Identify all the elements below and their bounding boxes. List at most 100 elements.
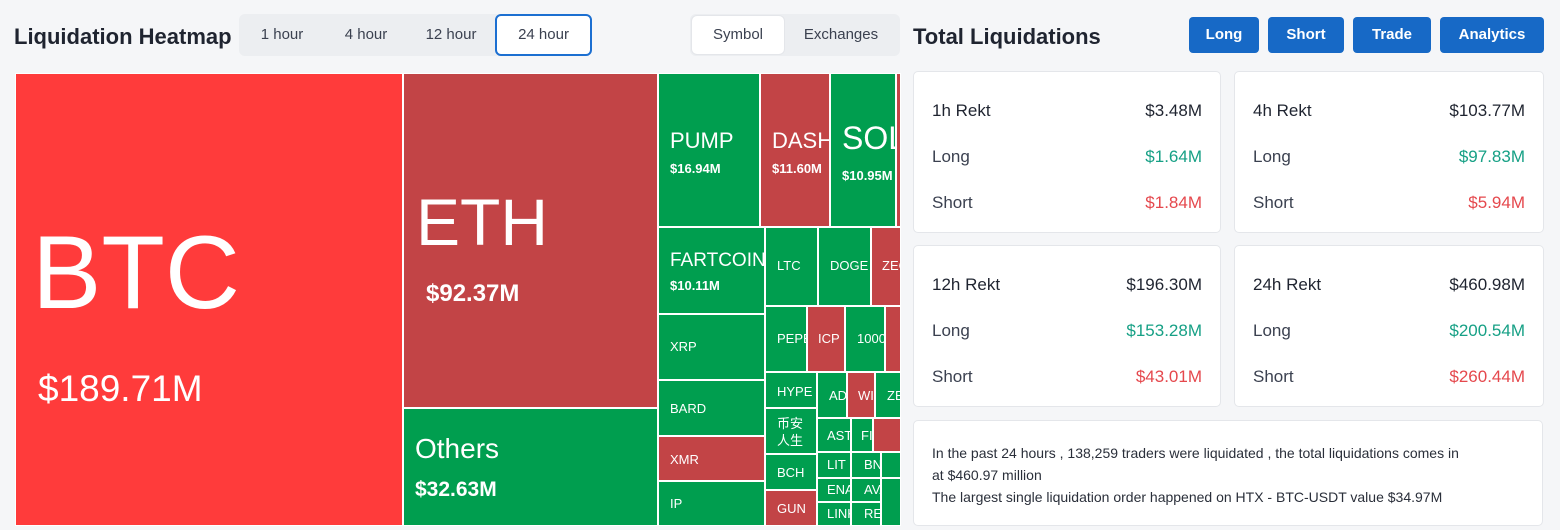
cell-symbol: ADA bbox=[829, 388, 847, 403]
heatmap-cell-ast[interactable]: AST bbox=[817, 418, 851, 452]
cell-symbol: PEPE bbox=[777, 331, 806, 346]
long-value: $153.28M bbox=[1126, 321, 1202, 340]
heatmap-cell-wif[interactable]: WIF bbox=[847, 372, 875, 418]
heatmap-cell-link[interactable]: LINK bbox=[817, 502, 851, 526]
cell-value: $92.37M bbox=[426, 280, 520, 307]
heatmap-cell[interactable] bbox=[885, 306, 901, 372]
cell-symbol: FIL bbox=[861, 428, 873, 443]
cell-symbol: GUN bbox=[777, 501, 806, 516]
cell-symbol: FARTCOIN bbox=[670, 250, 765, 271]
cell-symbol: BARD bbox=[670, 401, 707, 416]
card-total: $196.30M bbox=[1126, 275, 1202, 294]
liquidation-summary: In the past 24 hours , 138,259 traders w… bbox=[913, 420, 1543, 526]
cell-symbol: XMR bbox=[670, 452, 699, 467]
cell-value: $32.63M bbox=[415, 478, 497, 501]
cell-symbol: AST bbox=[827, 428, 851, 443]
heatmap-cell-fartcoin[interactable]: FARTCOIN $10.11M bbox=[658, 227, 765, 314]
heatmap-cell-xrp[interactable]: XRP bbox=[658, 314, 765, 380]
heatmap-cell-zen[interactable]: ZEN bbox=[875, 372, 901, 418]
heatmap-cell-render[interactable]: RENDER bbox=[851, 502, 881, 526]
cell-symbol: ZEN bbox=[887, 388, 900, 403]
short-label: Short bbox=[932, 367, 973, 386]
short-label: Short bbox=[1253, 367, 1294, 386]
heatmap-cell-bch[interactable]: BCH bbox=[765, 454, 817, 490]
tab-12-hour[interactable]: 12 hour bbox=[425, 26, 477, 43]
short-value: $260.44M bbox=[1449, 367, 1525, 386]
heatmap-cell[interactable] bbox=[873, 418, 901, 452]
heatmap-cell-pepe[interactable]: PEPE bbox=[765, 306, 807, 372]
heatmap-cell-sol[interactable]: SOL $10.95M bbox=[830, 73, 896, 227]
heatmap-cell-lit[interactable]: LIT bbox=[817, 452, 851, 478]
heatmap-cell-ena[interactable]: ENA bbox=[817, 478, 851, 502]
heatmap-cell-avax[interactable]: AVAX bbox=[851, 478, 881, 502]
short-value: $1.84M bbox=[1145, 193, 1202, 212]
tab-exchanges[interactable]: Exchanges bbox=[803, 26, 879, 43]
heatmap-cell-ltc[interactable]: LTC bbox=[765, 227, 818, 306]
cell-symbol: LTC bbox=[777, 258, 801, 273]
heatmap-cell-btc[interactable]: BTC $189.71M bbox=[15, 73, 403, 526]
heatmap-cell-dash[interactable]: DASH $11.60M bbox=[760, 73, 830, 227]
heatmap-cell[interactable] bbox=[881, 452, 901, 478]
cell-symbol: ENA bbox=[827, 482, 850, 497]
heatmap-cell-ada[interactable]: ADA bbox=[817, 372, 847, 418]
cell-symbol: LIT bbox=[827, 457, 846, 472]
card-total: $103.77M bbox=[1449, 101, 1525, 120]
long-label: Long bbox=[1253, 147, 1291, 166]
cell-value: $11.60M bbox=[772, 161, 822, 176]
card-label: 12h Rekt bbox=[932, 275, 1001, 294]
rekt-card-1h: 1h Rekt $3.48M Long $1.64M Short $1.84M bbox=[913, 71, 1221, 233]
cell-symbol: AVAX bbox=[864, 482, 880, 497]
heatmap-cell-xmr[interactable]: XMR bbox=[658, 436, 765, 481]
short-value: $5.94M bbox=[1468, 193, 1525, 212]
tab-4-hour[interactable]: 4 hour bbox=[344, 26, 388, 43]
heatmap-cell-pump[interactable]: PUMP $16.94M bbox=[658, 73, 760, 227]
tab-24-hour[interactable]: 24 hour bbox=[495, 14, 592, 56]
heatmap-cell-binance-life[interactable]: 币安人生 bbox=[765, 408, 817, 454]
liquidation-heatmap: BTC $189.71M ETH $92.37M Others $32.63M … bbox=[15, 73, 901, 526]
heatmap-cell[interactable] bbox=[896, 73, 901, 227]
time-range-tabs: 1 hour 4 hour 12 hour 24 hour bbox=[239, 14, 592, 56]
cell-symbol: ZEC bbox=[882, 258, 900, 273]
short-button[interactable]: Short bbox=[1268, 17, 1344, 53]
heatmap-cell-bnb[interactable]: BNB bbox=[851, 452, 881, 478]
rekt-card-24h: 24h Rekt $460.98M Long $200.54M Short $260.… bbox=[1234, 245, 1544, 407]
long-label: Long bbox=[1253, 321, 1291, 340]
heatmap-cell-icp[interactable]: ICP bbox=[807, 306, 845, 372]
cell-symbol: XRP bbox=[670, 339, 697, 354]
cell-value: $189.71M bbox=[38, 368, 203, 409]
trade-button[interactable]: Trade bbox=[1353, 17, 1431, 53]
card-total: $460.98M bbox=[1449, 275, 1525, 294]
cell-value: $16.94M bbox=[670, 161, 721, 176]
cell-symbol: Others bbox=[415, 433, 500, 464]
heatmap-cell-gun[interactable]: GUN bbox=[765, 490, 817, 526]
cell-symbol: DOGE bbox=[830, 258, 869, 273]
tab-1-hour[interactable]: 1 hour bbox=[260, 26, 304, 43]
analytics-button[interactable]: Analytics bbox=[1440, 17, 1544, 53]
heatmap-cell-ip[interactable]: IP bbox=[658, 481, 765, 526]
total-liquidations-title: Total Liquidations bbox=[913, 24, 1101, 49]
long-button[interactable]: Long bbox=[1189, 17, 1259, 53]
cell-value: $10.95M bbox=[842, 168, 893, 183]
cell-symbol: ICP bbox=[818, 331, 840, 346]
heatmap-cell-hype[interactable]: HYPE bbox=[765, 372, 817, 408]
heatmap-cell-eth[interactable]: ETH $92.37M bbox=[403, 73, 658, 408]
cell-symbol: 1000 bbox=[857, 331, 885, 346]
heatmap-cell-zec[interactable]: ZEC bbox=[871, 227, 901, 306]
heatmap-cell-fil[interactable]: FIL bbox=[851, 418, 873, 452]
tab-symbol[interactable]: Symbol bbox=[692, 16, 784, 54]
cell-symbol: SOL bbox=[842, 120, 895, 156]
heatmap-cell[interactable] bbox=[881, 478, 901, 526]
group-by-tabs: Symbol Exchanges bbox=[690, 14, 900, 56]
heatmap-cell-doge[interactable]: DOGE bbox=[818, 227, 871, 306]
long-label: Long bbox=[932, 321, 970, 340]
short-label: Short bbox=[932, 193, 973, 212]
short-value: $43.01M bbox=[1135, 367, 1202, 386]
page-title: Liquidation Heatmap bbox=[14, 24, 232, 49]
rekt-card-12h: 12h Rekt $196.30M Long $153.28M Short $43.0… bbox=[913, 245, 1221, 407]
cell-symbol: BTC bbox=[32, 215, 240, 331]
cell-symbol: 币安人生 bbox=[777, 416, 804, 448]
heatmap-cell-1000[interactable]: 1000 bbox=[845, 306, 885, 372]
heatmap-cell-others[interactable]: Others $32.63M bbox=[403, 408, 658, 526]
heatmap-cell-bard[interactable]: BARD bbox=[658, 380, 765, 436]
cell-symbol: DASH bbox=[772, 128, 830, 153]
